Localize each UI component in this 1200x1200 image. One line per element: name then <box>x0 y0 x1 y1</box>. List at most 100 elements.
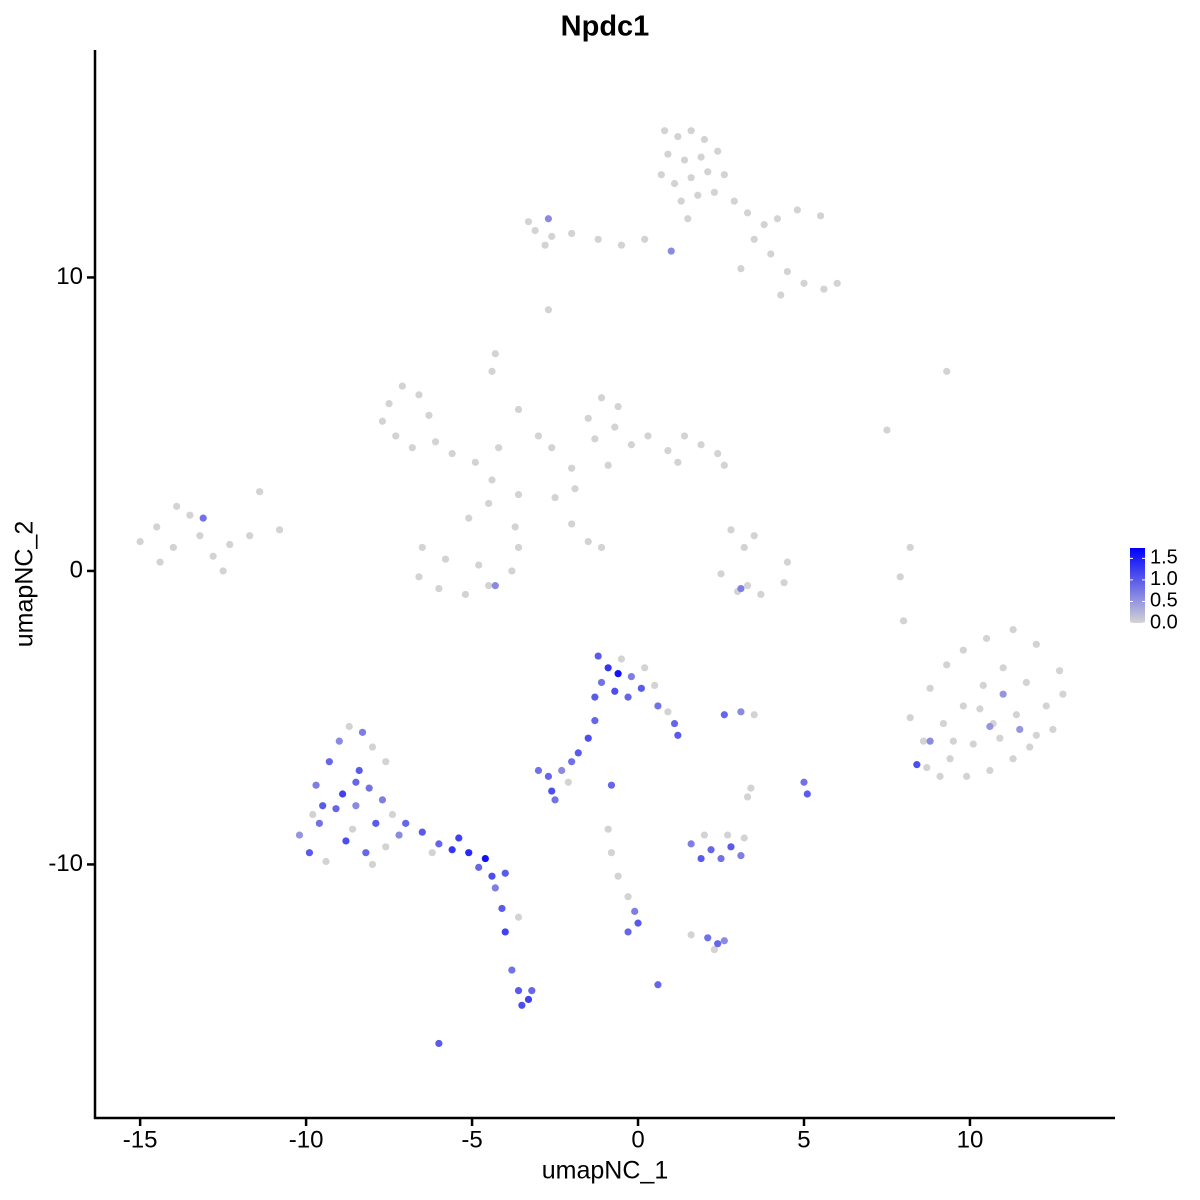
cell-point <box>501 869 509 877</box>
cell-point <box>664 708 672 716</box>
cell-point <box>448 846 456 854</box>
cell-point <box>584 537 592 546</box>
cell-point <box>697 854 705 863</box>
cell-point <box>720 937 728 945</box>
cell-point <box>558 766 566 775</box>
cell-point <box>1032 731 1040 739</box>
x-tick-label: 0 <box>631 1126 644 1153</box>
cell-point <box>604 461 612 469</box>
cell-point <box>687 174 695 182</box>
cell-point <box>435 1039 443 1048</box>
cell-point <box>1049 725 1057 734</box>
cell-point <box>256 488 264 496</box>
cell-point <box>684 215 692 223</box>
cell-point <box>714 147 722 155</box>
cell-point <box>899 617 908 625</box>
cell-point <box>641 235 649 243</box>
cell-point <box>564 778 572 786</box>
cell-point <box>534 766 543 775</box>
cell-point <box>498 904 506 913</box>
colorbar-tick-label: 1.5 <box>1150 547 1178 569</box>
cell-point <box>757 590 765 599</box>
cell-point <box>926 737 934 745</box>
cell-point <box>358 728 367 736</box>
cell-point <box>1022 678 1030 687</box>
cell-point <box>392 432 400 440</box>
cell-point <box>348 825 357 833</box>
cell-point <box>986 766 994 775</box>
cell-point <box>627 672 635 681</box>
cell-point <box>574 749 582 757</box>
cell-point <box>919 737 928 745</box>
chart-title: Npdc1 <box>561 11 650 43</box>
cell-point <box>173 502 181 510</box>
cell-point <box>677 197 685 205</box>
cell-point <box>611 687 619 695</box>
cell-point <box>428 849 436 857</box>
cell-point <box>803 790 811 798</box>
cell-point <box>737 852 745 860</box>
cell-point <box>1009 626 1017 634</box>
cell-point <box>368 743 377 751</box>
cell-point <box>750 235 758 243</box>
cell-point <box>959 646 967 654</box>
cell-point <box>780 579 788 587</box>
cell-point <box>591 435 599 443</box>
cell-point <box>312 781 320 789</box>
cell-point <box>641 664 649 672</box>
cell-point <box>309 810 317 819</box>
cell-point <box>793 206 801 214</box>
cell-point <box>730 197 738 205</box>
cell-point <box>495 444 503 452</box>
cell-point <box>481 854 489 863</box>
cell-point <box>710 945 718 954</box>
cell-point <box>441 555 450 563</box>
cell-point <box>431 438 440 446</box>
cell-point <box>627 441 635 449</box>
cell-point <box>514 913 523 921</box>
cell-point <box>996 734 1004 742</box>
cell-point <box>664 150 672 158</box>
cell-point <box>687 931 695 939</box>
cell-point <box>1016 725 1024 734</box>
x-tick-label: -10 <box>289 1126 324 1153</box>
cell-point <box>604 664 612 672</box>
points <box>136 127 1067 1048</box>
cell-point <box>594 235 602 243</box>
cell-point <box>1055 667 1064 675</box>
cell-point <box>514 987 523 995</box>
cell-point <box>514 491 523 499</box>
cell-point <box>783 267 791 276</box>
cell-point <box>939 719 947 728</box>
cell-point <box>488 367 496 375</box>
cell-point <box>674 731 682 739</box>
cell-point <box>465 514 473 522</box>
x-axis-label: umapNC_1 <box>542 1157 668 1185</box>
cell-point <box>544 772 553 780</box>
cell-point <box>740 543 748 552</box>
cell-point <box>654 702 662 710</box>
cell-point <box>644 432 652 440</box>
cell-point <box>614 670 622 678</box>
cell-point <box>926 684 934 692</box>
cell-point <box>820 285 828 293</box>
cell-point <box>339 790 347 798</box>
cell-point <box>737 708 745 716</box>
cell-point <box>471 458 479 466</box>
cell-point <box>219 567 227 575</box>
cell-point <box>209 552 217 560</box>
cell-point <box>1032 640 1040 648</box>
cell-point <box>986 722 994 731</box>
cell-point <box>631 907 639 915</box>
cell-point <box>322 857 330 866</box>
cell-point <box>597 678 606 687</box>
cell-point <box>737 265 745 273</box>
cell-point <box>594 652 602 660</box>
cell-point <box>275 526 284 534</box>
cell-point <box>624 928 632 936</box>
cell-point <box>943 661 951 669</box>
cell-point <box>352 778 360 786</box>
cell-point <box>455 834 463 842</box>
cell-point <box>707 846 715 854</box>
